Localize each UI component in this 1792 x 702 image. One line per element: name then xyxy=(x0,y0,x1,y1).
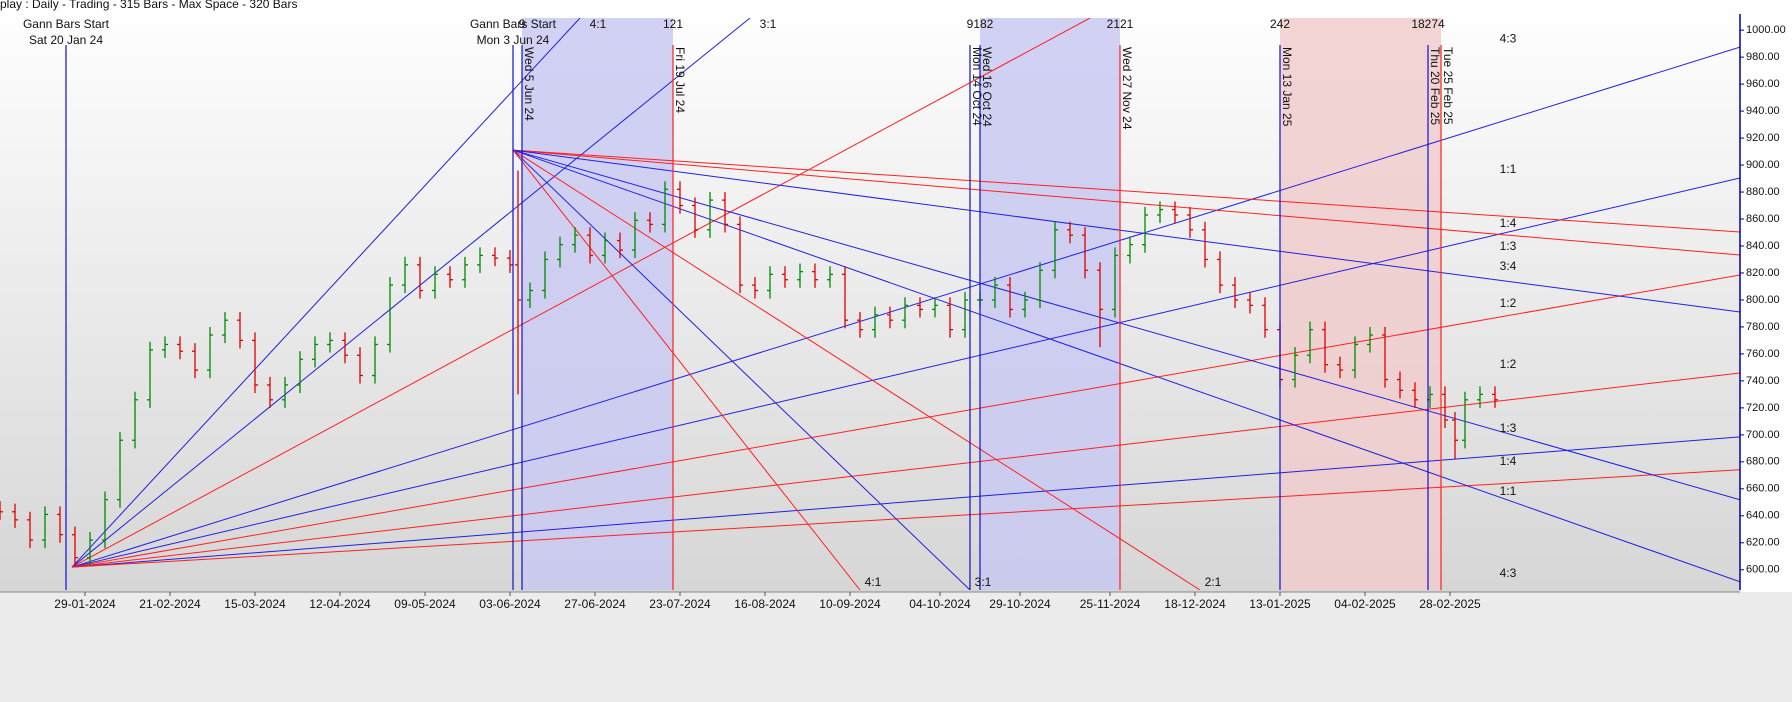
y-tick-label: 900.00 xyxy=(1746,159,1780,171)
fan-line xyxy=(512,149,1740,233)
event-date: Thu 20 Feb 25 xyxy=(1428,47,1442,125)
x-tick-label: 04-10-2024 xyxy=(909,597,971,611)
y-tick-label: 740.00 xyxy=(1746,375,1780,387)
x-tick-label: 03-06-2024 xyxy=(479,597,541,611)
fan-line xyxy=(512,149,861,590)
shaded-region xyxy=(1280,18,1441,590)
event-count: 9182 xyxy=(967,17,994,31)
fan-line xyxy=(512,149,1740,501)
event-date: Tue 25 Feb 25 xyxy=(1441,47,1455,125)
y-tick-label: 660.00 xyxy=(1746,483,1780,495)
fan-label: 3:1 xyxy=(760,17,777,31)
fan-label: 4:1 xyxy=(590,17,607,31)
fan-label: 1:2 xyxy=(1500,357,1517,371)
x-tick-label: 23-07-2024 xyxy=(649,597,711,611)
fan-label: 1:3 xyxy=(1500,421,1517,435)
fan-line xyxy=(512,149,971,590)
y-tick-label: 680.00 xyxy=(1746,456,1780,468)
fan-line xyxy=(71,46,1740,568)
event-date: Wed 16 Oct 24 xyxy=(980,47,994,127)
x-tick-label: 25-11-2024 xyxy=(1080,597,1141,611)
fan-label: 1:4 xyxy=(1500,454,1517,468)
fan-label: 1:2 xyxy=(1500,296,1517,310)
fan-label: 3:4 xyxy=(1500,259,1517,273)
fan-label: 4:3 xyxy=(1500,31,1517,45)
fan-line xyxy=(71,18,1091,568)
fan-label: 1:1 xyxy=(1500,162,1517,176)
event-date: Wed 27 Nov 24 xyxy=(1120,47,1134,130)
plot-area xyxy=(0,18,1740,590)
fan-label: 1:4 xyxy=(1500,216,1517,230)
event-date: Mon 13 Jan 25 xyxy=(1280,47,1294,127)
fan-line xyxy=(512,149,1201,590)
y-tick-label: 640.00 xyxy=(1746,510,1780,522)
x-tick-label: 09-05-2024 xyxy=(394,597,456,611)
y-tick-label: 760.00 xyxy=(1746,348,1780,360)
fan-line xyxy=(512,149,1740,256)
y-tick-label: 840.00 xyxy=(1746,240,1780,252)
y-tick-label: 920.00 xyxy=(1746,132,1780,144)
y-tick-label: 620.00 xyxy=(1746,537,1780,549)
y-tick-label: 940.00 xyxy=(1746,105,1780,117)
y-tick-label: 860.00 xyxy=(1746,213,1780,225)
event-date: Mon 3 Jun 24 xyxy=(477,33,550,47)
x-tick-label: 15-03-2024 xyxy=(224,597,286,611)
fan-line xyxy=(512,149,1740,313)
fan-label: 1:3 xyxy=(1500,239,1517,253)
event-title: Gann Bars Start xyxy=(23,17,110,31)
fan-line xyxy=(71,274,1740,568)
x-tick-label: 13-01-2025 xyxy=(1249,597,1311,611)
plot-background xyxy=(0,0,1740,592)
x-tick-label: 28-02-2025 xyxy=(1419,597,1481,611)
event-count: 2121 xyxy=(1107,17,1134,31)
y-tick-label: 720.00 xyxy=(1746,402,1780,414)
event-count: 242 xyxy=(1270,17,1290,31)
event-count: 121 xyxy=(663,17,683,31)
event-count: 9 xyxy=(519,17,526,31)
x-tick-label: 29-10-2024 xyxy=(989,597,1051,611)
event-count: 18274 xyxy=(1411,17,1445,31)
header: play : Daily - Trading - 315 Bars - Max … xyxy=(0,0,297,11)
x-tick-label: 21-02-2024 xyxy=(139,597,201,611)
y-tick-label: 820.00 xyxy=(1746,267,1780,279)
fan-line xyxy=(71,436,1740,568)
y-tick-label: 800.00 xyxy=(1746,294,1780,306)
shaded-region xyxy=(980,18,1120,590)
x-tick-label: 16-08-2024 xyxy=(734,597,796,611)
event-date: Fri 19 Jul 24 xyxy=(673,47,687,113)
x-tick-label: 18-12-2024 xyxy=(1164,597,1226,611)
y-tick-label: 780.00 xyxy=(1746,321,1780,333)
y-tick-label: 960.00 xyxy=(1746,78,1780,90)
x-tick-label: 04-02-2025 xyxy=(1334,597,1396,611)
y-tick-label: 1000.00 xyxy=(1746,24,1786,36)
fan-line xyxy=(71,469,1740,568)
fan-line xyxy=(71,177,1740,568)
fan-label: 3:1 xyxy=(975,575,992,589)
shaded-region xyxy=(522,18,673,590)
fan-label: 4:1 xyxy=(865,575,882,589)
event-date: Wed 5 Jun 24 xyxy=(522,47,536,121)
fan-label: 4:3 xyxy=(1500,566,1517,580)
fan-label: 2:1 xyxy=(1205,575,1222,589)
fan-line xyxy=(512,149,1740,583)
x-tick-label: 10-09-2024 xyxy=(819,597,881,611)
x-tick-label: 12-04-2024 xyxy=(309,597,371,611)
y-tick-label: 980.00 xyxy=(1746,51,1780,63)
y-tick-label: 880.00 xyxy=(1746,186,1780,198)
fan-line xyxy=(71,18,581,568)
event-title: Gann Bars Start xyxy=(470,17,557,31)
fan-line xyxy=(71,18,751,568)
x-tick-label: 27-06-2024 xyxy=(564,597,626,611)
y-tick-label: 600.00 xyxy=(1746,564,1780,576)
y-tick-label: 700.00 xyxy=(1746,429,1780,441)
x-tick-label: 29-01-2024 xyxy=(54,597,116,611)
axis-background xyxy=(0,592,1792,702)
fan-label: 1:1 xyxy=(1500,484,1517,498)
event-date: Sat 20 Jan 24 xyxy=(29,33,103,47)
fan-line xyxy=(71,372,1740,568)
